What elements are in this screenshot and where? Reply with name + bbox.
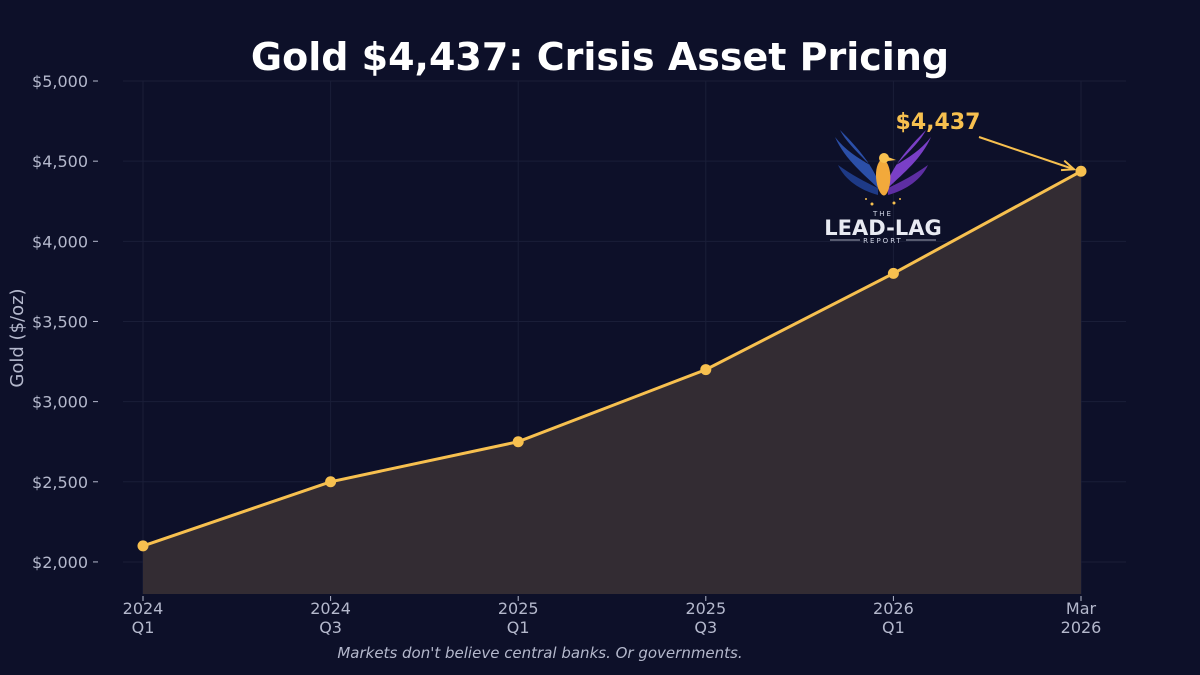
y-tick-label: $4,000	[32, 232, 88, 251]
y-tick-label: $4,500	[32, 152, 88, 171]
y-tick-label: $2,000	[32, 553, 88, 572]
data-point	[887, 267, 899, 279]
data-point	[512, 436, 524, 448]
data-point	[700, 364, 712, 376]
chart-title: Gold $4,437: Crisis Asset Pricing	[251, 35, 949, 79]
x-tick-label-line1: Mar	[1066, 599, 1097, 618]
x-tick-label-line2: Q3	[319, 618, 342, 637]
y-tick-label: $3,000	[32, 393, 88, 412]
y-tick-label: $3,500	[32, 312, 88, 331]
x-tick-label-line1: 2024	[123, 599, 164, 618]
annotation-arrow	[978, 136, 1075, 171]
lead-lag-logo: THE LEAD-LAG REPORT	[824, 130, 942, 245]
phoenix-icon	[835, 130, 931, 206]
annotation-arrow-head	[1060, 159, 1077, 172]
data-point	[1075, 165, 1087, 177]
x-tick-label-line2: Q3	[694, 618, 717, 637]
x-tick-label-line2: Q1	[132, 618, 155, 637]
x-tick-label-line1: 2024	[310, 599, 351, 618]
x-tick-label-line1: 2026	[873, 599, 914, 618]
logo-text-lead-lag: LEAD-LAG	[824, 216, 941, 240]
x-tick-label-line1: 2025	[498, 599, 539, 618]
y-axis-label: Gold ($/oz)	[7, 288, 28, 387]
y-tick-label: $5,000	[32, 72, 88, 91]
x-tick-label-line2: 2026	[1061, 618, 1102, 637]
price-annotation: $4,437	[896, 110, 981, 135]
area-fill	[143, 171, 1081, 595]
series-line-gold	[142, 169, 1082, 548]
y-tick-label: $2,500	[32, 473, 88, 492]
data-points	[137, 165, 1087, 552]
data-point	[137, 540, 149, 552]
x-tick-label-line2: Q1	[507, 618, 530, 637]
chart-caption: Markets don't believe central banks. Or …	[337, 644, 742, 662]
x-tick-label-line2: Q1	[882, 618, 905, 637]
y-axis: $2,000 $2,500 $3,000 $3,500 $4,000 $4,500 $5,0…	[32, 72, 98, 572]
logo-text-report: REPORT	[863, 237, 903, 245]
data-point	[325, 476, 337, 488]
x-tick-label-line1: 2025	[685, 599, 726, 618]
logo-text-the: THE	[872, 210, 893, 218]
